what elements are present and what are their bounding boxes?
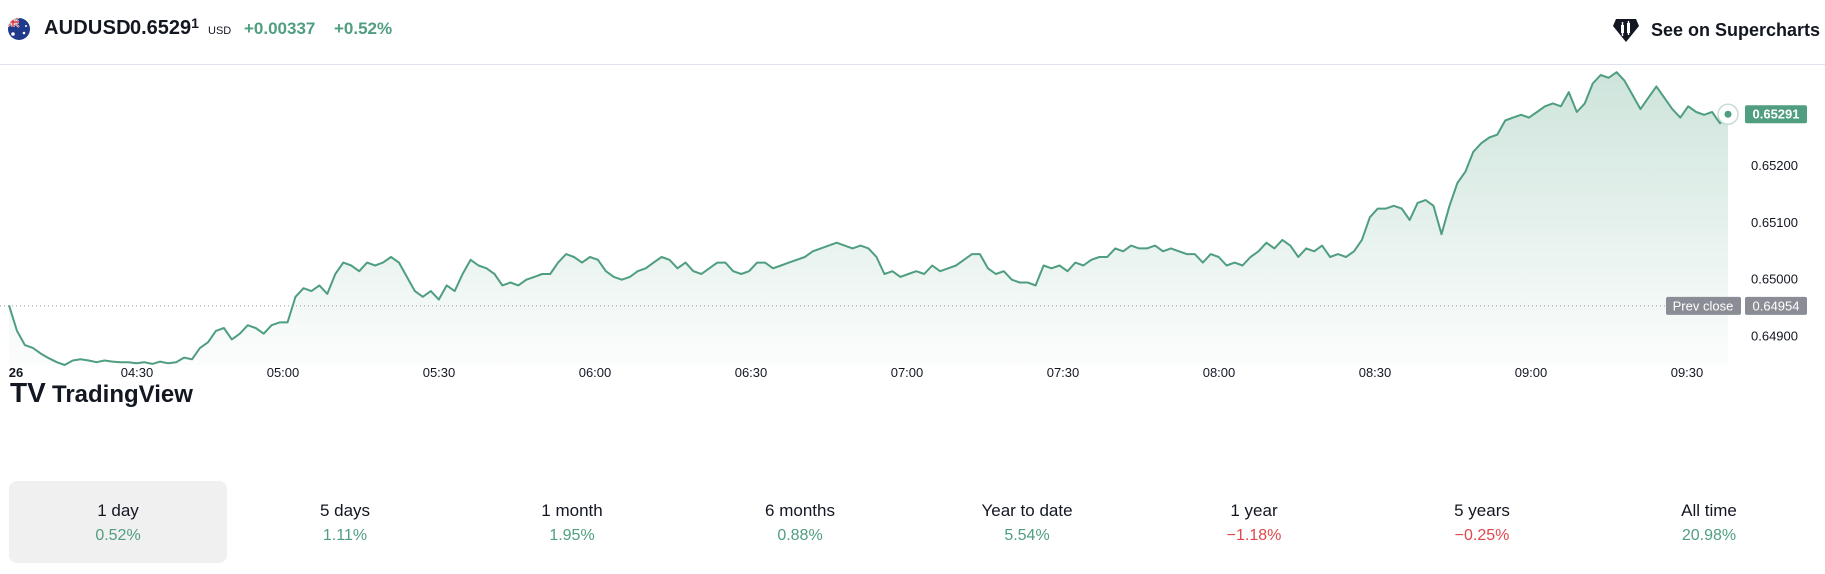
time-axis-tick-label: 08:00 — [1203, 365, 1236, 380]
period-tab-6-months[interactable]: 6 months 0.88% — [691, 481, 909, 563]
time-axis-tick-label: 09:00 — [1515, 365, 1548, 380]
australia-flag-icon — [8, 18, 30, 40]
period-label: 1 year — [1230, 501, 1278, 520]
last-price-main: 0.6529 — [130, 17, 192, 39]
price-axis-tick-label: 0.65200 — [1751, 158, 1798, 173]
time-axis-tick-label: 07:30 — [1047, 365, 1080, 380]
line-layer — [8, 71, 1739, 366]
period-label: 6 months — [765, 501, 835, 520]
tv-logo-mark: TV — [10, 377, 46, 408]
last-price-tag: 0.65291 — [1753, 107, 1800, 122]
period-label: 1 month — [541, 501, 603, 520]
period-tab-5-years[interactable]: 5 years −0.25% — [1373, 481, 1591, 563]
period-change-value: 0.52% — [95, 527, 141, 544]
watermark-text: TradingView — [52, 381, 193, 408]
time-axis-tick-label: 04:30 — [121, 365, 154, 380]
period-tab-year-to-date[interactable]: Year to date 5.54% — [918, 481, 1136, 563]
period-tab-all-time[interactable]: All time 20.98% — [1600, 481, 1818, 563]
symbol-name: AUDUSD — [44, 17, 131, 39]
time-axis-tick-label: 05:00 — [267, 365, 300, 380]
time-axis[interactable]: 26 04:30 05:00 05:30 06:00 06:30 07:00 07:30 08:… — [9, 365, 1704, 380]
time-axis-tick-label: 08:30 — [1359, 365, 1392, 380]
tradingview-watermark: TV TradingView — [10, 377, 193, 408]
price-axis[interactable]: 0.64900 0.65000 0.65100 0.65200 — [1751, 158, 1798, 344]
price-chart-svg: TV TradingView 0.649000.650000.651000.65… — [0, 71, 1807, 408]
supercharts-icon — [1612, 19, 1639, 42]
price-axis-tick-label: 0.65000 — [1751, 272, 1798, 287]
period-change-value: −1.18% — [1226, 527, 1282, 544]
time-axis-tick-label: 09:30 — [1671, 365, 1704, 380]
period-tab-1-day[interactable]: 1 day 0.52% — [9, 481, 227, 563]
period-label: 5 years — [1454, 501, 1510, 520]
price-labels: 0.65291 Prev close 0.64954 — [1666, 105, 1807, 315]
period-change-value: 1.95% — [549, 527, 595, 544]
period-performance-bar: 1 day 0.52% 5 days 1.11% 1 month 1.95% 6 month… — [0, 479, 1825, 565]
period-label: 5 days — [319, 501, 371, 520]
price-axis-tick-label: 0.65100 — [1751, 215, 1798, 230]
time-axis-tick-label: 05:30 — [423, 365, 456, 380]
area-layer — [9, 72, 1728, 365]
period-tab-1-year[interactable]: 1 year −1.18% — [1145, 481, 1363, 563]
price-axis-tick-label: 0.64900 — [1751, 329, 1798, 344]
time-axis-tick-label: 06:30 — [735, 365, 768, 380]
see-on-supercharts-button[interactable]: See on Supercharts — [1611, 16, 1820, 44]
price-change-percent: +0.52% — [334, 19, 393, 38]
period-label: 1 day — [97, 501, 139, 520]
last-price-last-digit: 1 — [191, 15, 199, 31]
period-change-value: 20.98% — [1681, 527, 1737, 544]
time-axis-tick-label: 26 — [9, 365, 23, 380]
time-axis-tick-label: 06:00 — [579, 365, 612, 380]
last-price-dot — [1724, 110, 1732, 118]
prev-close-tag-bg — [1666, 296, 1741, 315]
prev-close-label: Prev close — [1673, 298, 1734, 313]
time-axis-tick-label: 07:00 — [891, 365, 924, 380]
price-area — [9, 72, 1728, 365]
currency-label: USD — [208, 25, 232, 37]
price-line — [8, 71, 1729, 366]
supercharts-label: See on Supercharts — [1650, 19, 1820, 40]
prev-close-value: 0.64954 — [1753, 298, 1800, 313]
price-chart[interactable]: TV TradingView 0.64900 0.65000 0.65100 0.65… — [0, 65, 1825, 455]
prev-close-value-bg — [1745, 296, 1807, 315]
period-label: Year to date — [981, 501, 1073, 520]
period-change-value: 0.88% — [777, 527, 823, 544]
period-change-value: 1.11% — [322, 527, 368, 544]
period-label: All time — [1681, 501, 1737, 520]
symbol-header: AUDUSD 0.65291 USD +0.00337 +0.52% See o… — [0, 0, 1825, 65]
last-price: 0.65291 — [130, 15, 199, 40]
period-tab-5-days[interactable]: 5 days 1.11% — [236, 481, 454, 563]
period-tab-1-month[interactable]: 1 month 1.95% — [463, 481, 681, 563]
period-change-value: 5.54% — [1004, 527, 1050, 544]
price-change: +0.00337 — [244, 19, 316, 38]
last-price-tag-bg — [1745, 105, 1807, 124]
period-change-value: −0.25% — [1454, 527, 1510, 544]
